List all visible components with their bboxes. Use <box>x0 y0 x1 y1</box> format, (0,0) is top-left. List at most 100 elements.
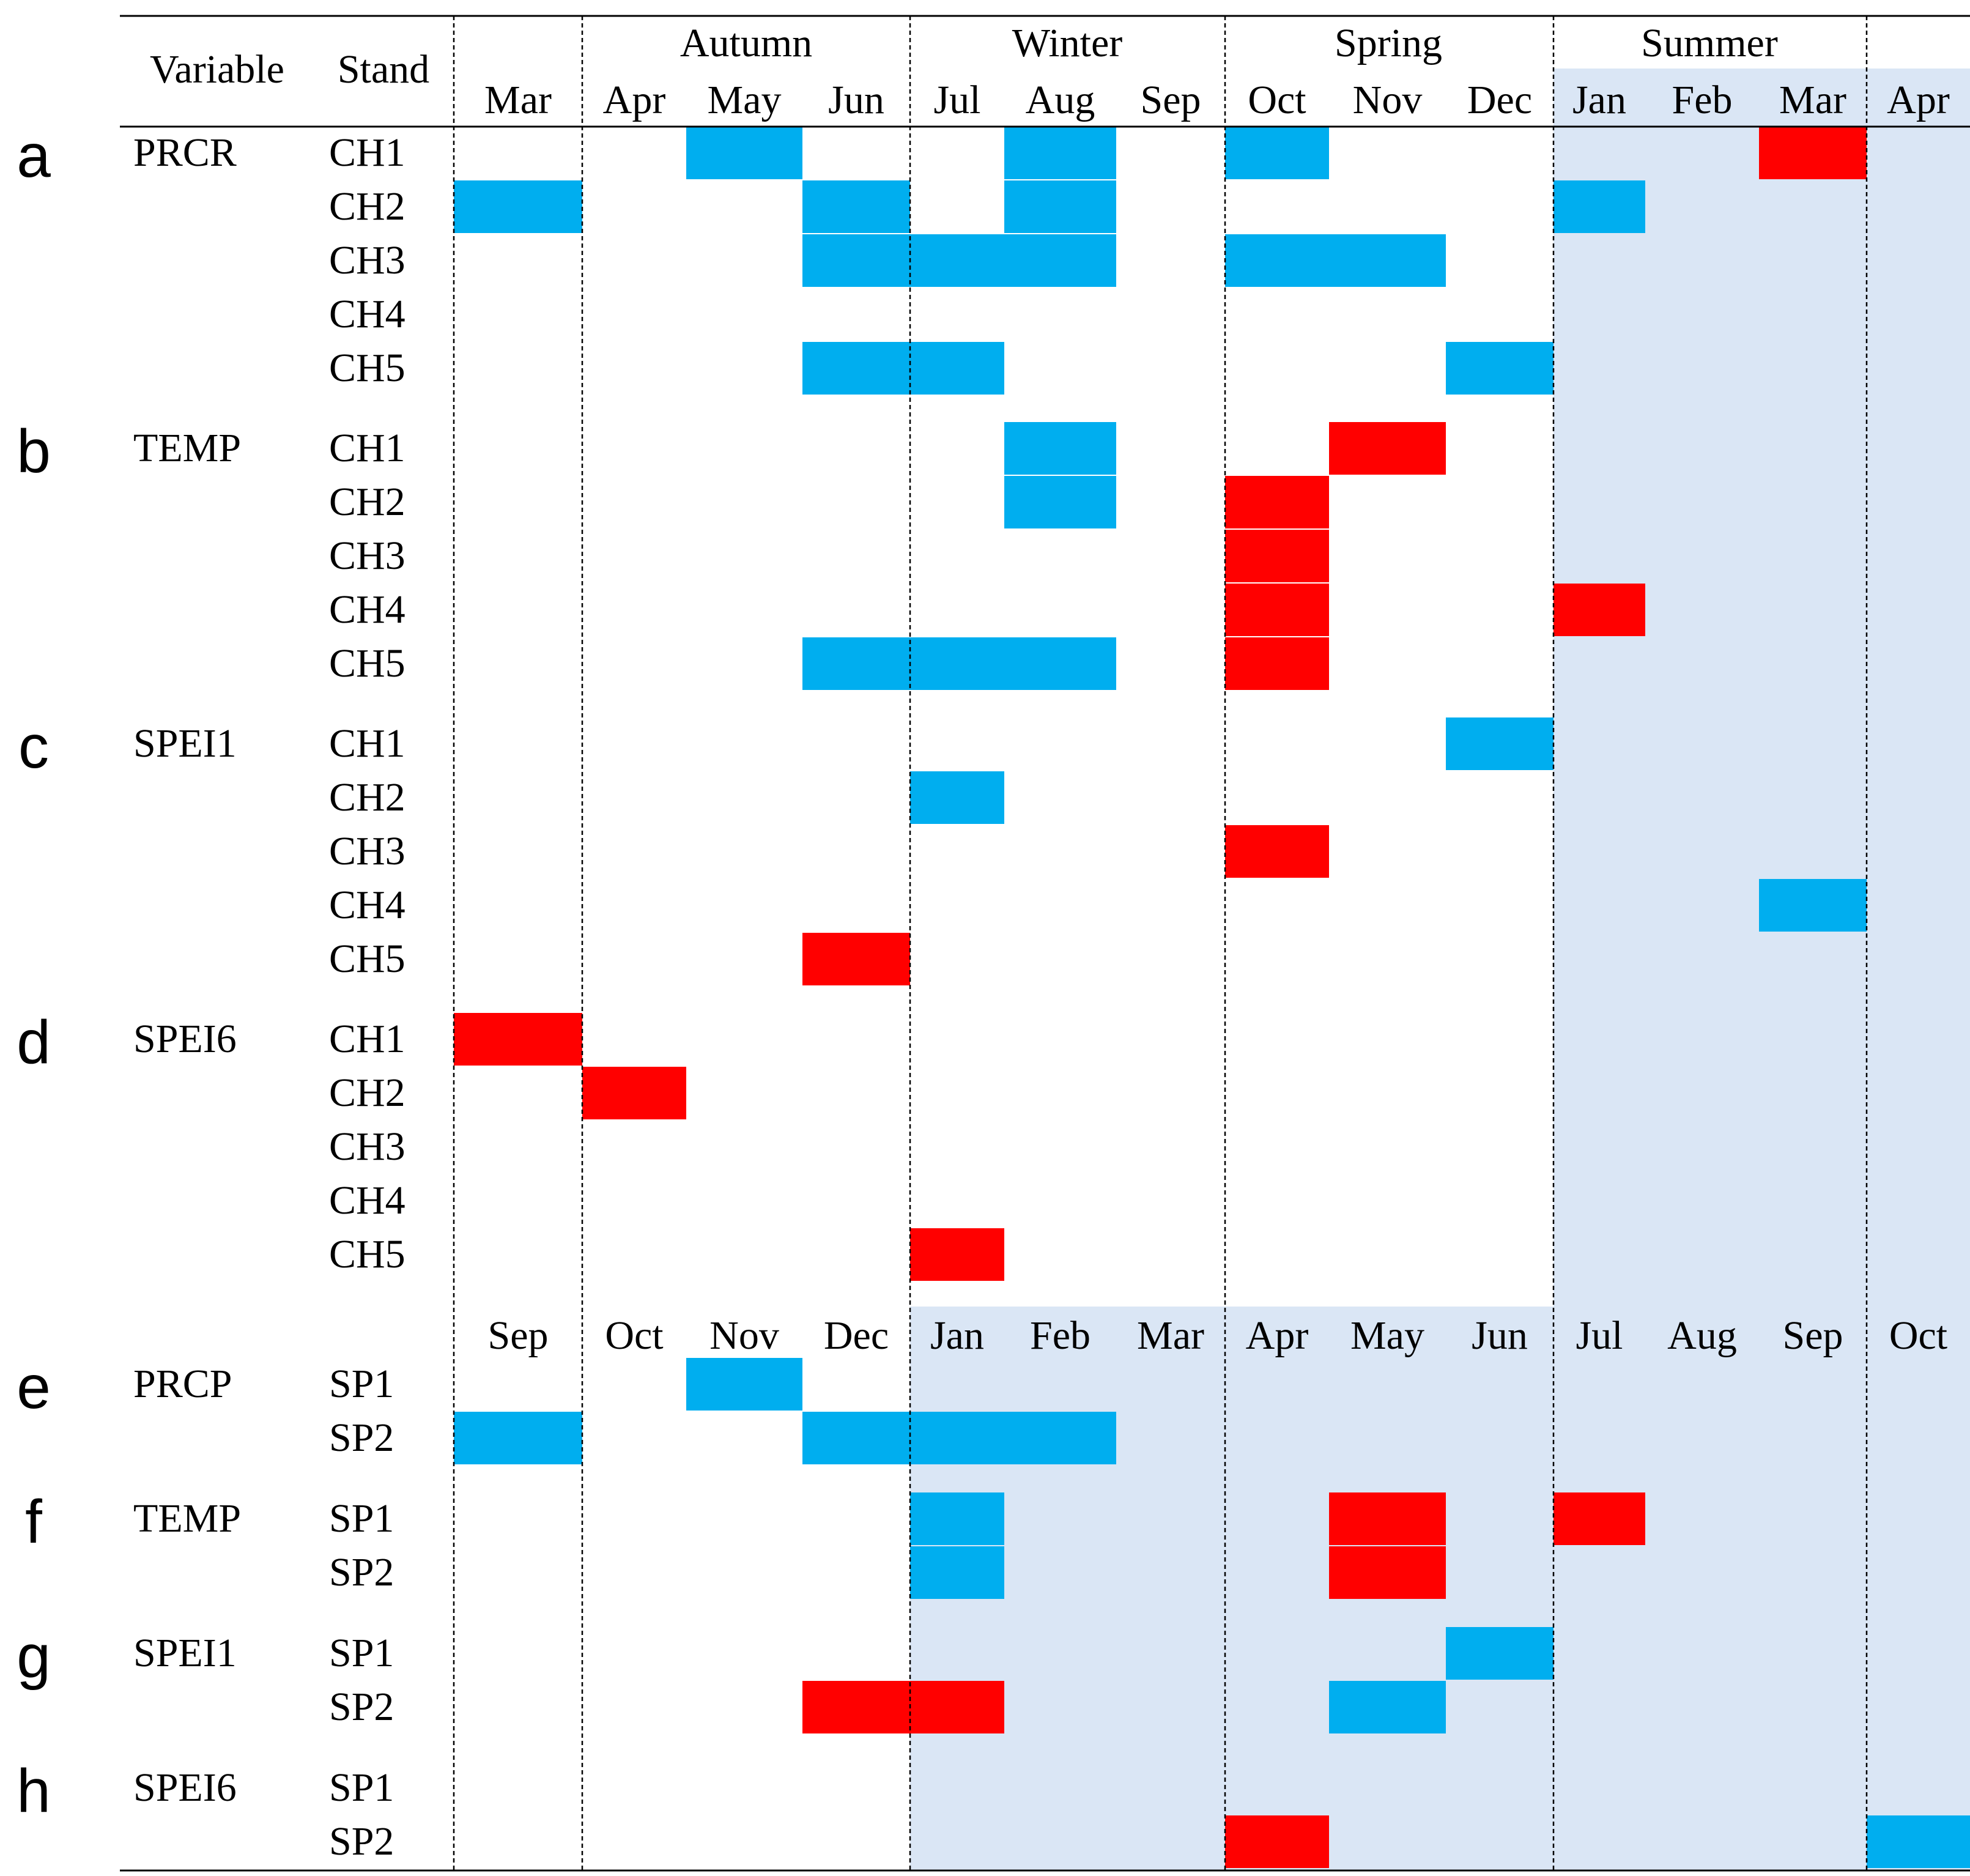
variable-label: SPEI6 <box>133 1765 237 1810</box>
negative-cell-b-CH5-5 <box>1004 637 1116 690</box>
month-label-top: Jan <box>1572 78 1626 122</box>
panel-letter: d <box>17 1008 51 1077</box>
stand-label: CH4 <box>329 292 405 336</box>
negative-cell-a-CH5-4 <box>910 342 1004 395</box>
negative-cell-a-CH1-7 <box>1225 127 1329 179</box>
month-label-bottom: Dec <box>824 1313 889 1358</box>
positive-cell-b-CH4-7 <box>1225 584 1329 636</box>
panel-letter: h <box>17 1757 51 1825</box>
month-label-bottom: Mar <box>1137 1313 1204 1358</box>
positive-cell-g-SP2-3 <box>802 1681 910 1733</box>
negative-cell-b-CH1-5 <box>1004 422 1116 475</box>
panel-letter: c <box>18 713 49 781</box>
stand-label: CH3 <box>329 238 405 283</box>
positive-cell-b-CH3-7 <box>1225 530 1329 582</box>
stand-label: CH4 <box>329 883 405 927</box>
stand-label: CH5 <box>329 1232 405 1277</box>
positive-cell-b-CH1-8 <box>1329 422 1446 475</box>
stand-label: SP1 <box>329 1765 394 1810</box>
variable-label: SPEI1 <box>133 721 237 766</box>
negative-cell-a-CH5-3 <box>802 342 910 395</box>
positive-cell-f-SP2-8 <box>1329 1546 1446 1599</box>
month-label-top: Sep <box>1141 78 1201 122</box>
month-label-top: Dec <box>1467 78 1532 122</box>
positive-cell-h-SP2-7 <box>1225 1815 1329 1868</box>
negative-cell-c-CH1-9 <box>1446 717 1553 770</box>
month-label-bottom: Oct <box>605 1313 663 1358</box>
negative-cell-f-SP2-4 <box>910 1546 1004 1599</box>
variable-label: SPEI1 <box>133 1631 237 1675</box>
month-label-bottom: Jun <box>1472 1313 1528 1358</box>
negative-cell-h-SP2-13 <box>1867 1815 1970 1868</box>
negative-cell-a-CH3-5 <box>1004 234 1116 287</box>
negative-cell-e-SP2-5 <box>1004 1412 1116 1464</box>
variable-label: TEMP <box>133 1496 241 1541</box>
negative-cell-a-CH2-0 <box>454 180 582 233</box>
negative-cell-a-CH2-10 <box>1553 180 1645 233</box>
stand-label: CH1 <box>329 1017 405 1061</box>
stand-label: CH2 <box>329 184 405 229</box>
stand-label: CH4 <box>329 1178 405 1223</box>
stand-label: CH5 <box>329 346 405 390</box>
month-label-bottom: Jul <box>1576 1313 1623 1358</box>
positive-cell-d-CH1-0 <box>454 1013 582 1066</box>
positive-cell-b-CH4-10 <box>1553 584 1645 636</box>
season-label: Spring <box>1335 21 1442 65</box>
season-label: Autumn <box>680 21 812 65</box>
season-label: Winter <box>1012 21 1123 65</box>
negative-cell-c-CH2-4 <box>910 771 1004 824</box>
positive-cell-f-SP1-8 <box>1329 1492 1446 1545</box>
month-label-top: Mar <box>1779 78 1846 122</box>
heatmap-cells <box>454 127 1970 1868</box>
negative-cell-g-SP2-8 <box>1329 1681 1446 1733</box>
positive-cell-c-CH5-3 <box>802 933 910 985</box>
stand-label: CH4 <box>329 587 405 632</box>
negative-cell-a-CH3-3 <box>802 234 910 287</box>
grid-lines <box>120 15 1970 1872</box>
positive-cell-b-CH2-7 <box>1225 476 1329 528</box>
month-label-top: Mar <box>484 78 552 122</box>
stand-label: SP1 <box>329 1631 394 1675</box>
stand-label: CH3 <box>329 533 405 578</box>
stand-label: CH1 <box>329 426 405 470</box>
month-label-top: Oct <box>1248 78 1306 122</box>
negative-cell-b-CH5-4 <box>910 637 1004 690</box>
month-label-top: Apr <box>1887 78 1950 122</box>
negative-cell-e-SP2-4 <box>910 1412 1004 1464</box>
month-label-bottom: May <box>1350 1313 1424 1358</box>
negative-cell-a-CH1-2 <box>686 127 802 179</box>
positive-cell-d-CH2-1 <box>582 1067 686 1119</box>
negative-cell-a-CH5-9 <box>1446 342 1553 395</box>
stand-label: CH3 <box>329 1124 405 1169</box>
month-label-top: Nov <box>1353 78 1423 122</box>
panel-letter: e <box>17 1353 51 1422</box>
stand-label: CH5 <box>329 641 405 686</box>
stand-label: SP2 <box>329 1415 394 1460</box>
negative-cell-a-CH1-5 <box>1004 127 1116 179</box>
negative-cell-g-SP1-9 <box>1446 1627 1553 1680</box>
stand-column-header: Stand <box>338 47 429 92</box>
panel-letter: g <box>17 1622 51 1691</box>
negative-cell-e-SP2-0 <box>454 1412 582 1464</box>
stand-label: CH3 <box>329 829 405 873</box>
negative-cell-f-SP1-4 <box>910 1492 1004 1545</box>
negative-cell-a-CH2-3 <box>802 180 910 233</box>
stand-label: CH1 <box>329 130 405 175</box>
negative-cell-a-CH2-5 <box>1004 180 1116 233</box>
negative-cell-e-SP1-2 <box>686 1358 802 1411</box>
stand-label: SP1 <box>329 1362 394 1406</box>
stand-label: SP1 <box>329 1496 394 1541</box>
month-label-bottom: Sep <box>1783 1313 1843 1358</box>
positive-cell-g-SP2-4 <box>910 1681 1004 1733</box>
stand-label: SP2 <box>329 1685 394 1729</box>
month-label-bottom: Apr <box>1246 1313 1309 1358</box>
positive-cell-c-CH3-7 <box>1225 825 1329 878</box>
negative-cell-c-CH4-12 <box>1759 879 1867 932</box>
panel-letter: a <box>17 122 51 190</box>
negative-cell-e-SP2-3 <box>802 1412 910 1464</box>
positive-cell-d-CH5-4 <box>910 1228 1004 1281</box>
season-shading <box>910 69 1970 1870</box>
month-label-top: Jul <box>933 78 980 122</box>
panel-letter: b <box>17 417 51 486</box>
